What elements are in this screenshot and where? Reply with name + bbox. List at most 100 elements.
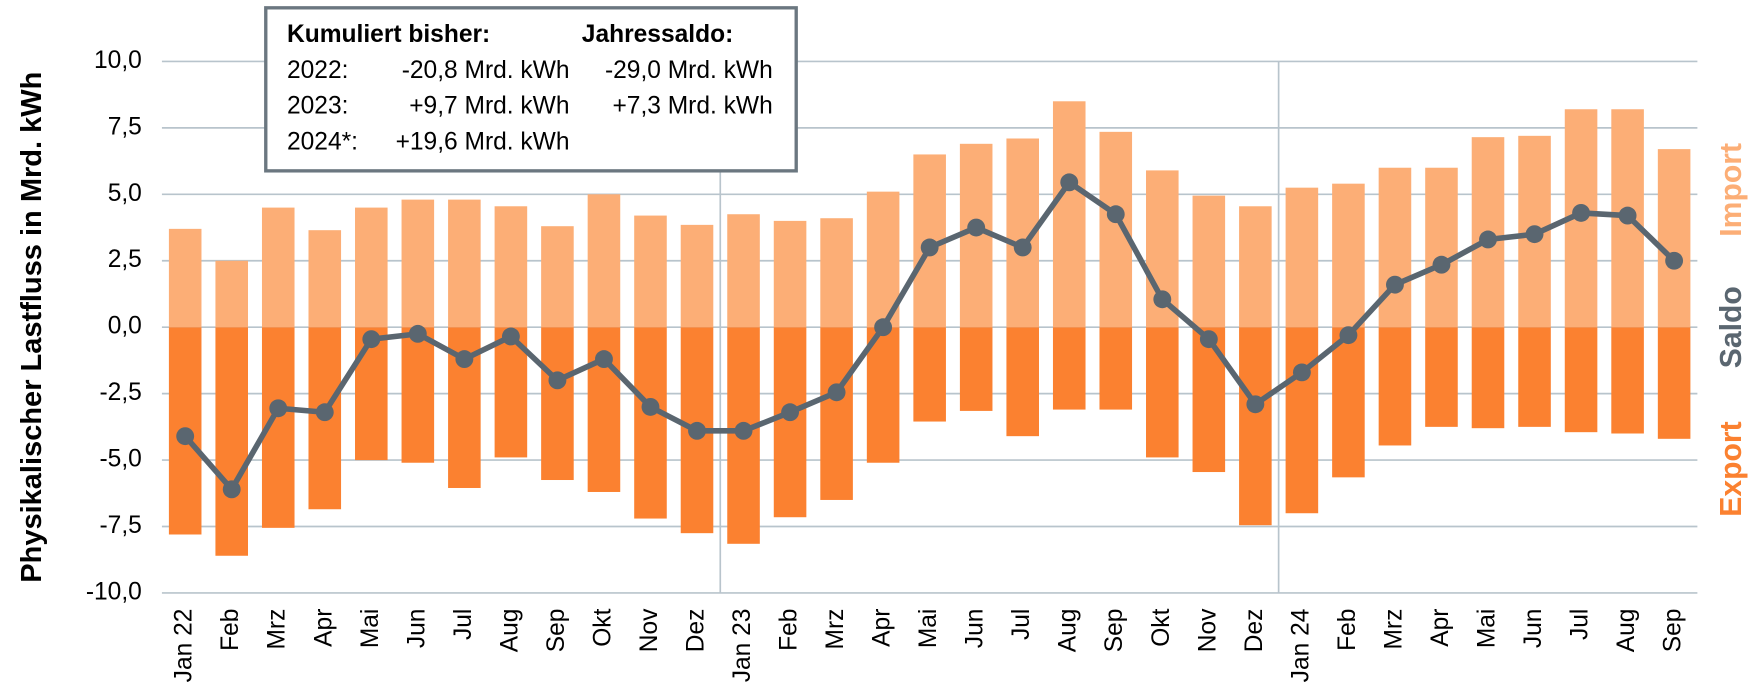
bar	[1611, 327, 1644, 434]
x-tick-label: Jan 24	[1287, 609, 1314, 683]
bar	[1146, 327, 1179, 458]
y-tick-label: 2,5	[108, 246, 142, 273]
x-tick-label: Feb	[217, 609, 244, 651]
bar	[1657, 327, 1691, 439]
annotation-cumulative: -20,8 Mrd. kWh	[402, 57, 570, 84]
bar	[820, 327, 853, 500]
bar	[1192, 195, 1226, 328]
point	[1525, 225, 1544, 244]
point	[641, 397, 660, 416]
point	[1572, 203, 1590, 222]
bar	[215, 260, 249, 328]
y-tick-label: -5,0	[100, 446, 142, 473]
point	[595, 350, 613, 369]
bar	[1006, 327, 1039, 437]
bar	[308, 230, 342, 328]
x-tick-label: Aug	[496, 609, 523, 653]
x-tick-label: Aug	[1055, 609, 1082, 653]
x-tick-label: Mai	[357, 609, 384, 649]
bar	[913, 327, 946, 422]
bar	[1564, 327, 1598, 433]
y-tick-label: 7,5	[108, 113, 142, 140]
x-tick-label: Jul	[1008, 609, 1035, 640]
bar	[1285, 327, 1319, 514]
bar	[634, 327, 667, 519]
annotation-cumulative: +9,7 Mrd. kWh	[409, 93, 569, 120]
point	[1618, 206, 1637, 225]
point	[408, 324, 427, 343]
bar	[1518, 327, 1551, 427]
x-tick-label: Mrz	[1380, 609, 1407, 650]
x-tick-label: Sep	[1660, 609, 1687, 653]
bar	[1099, 327, 1133, 410]
legend-label: Saldo	[1715, 286, 1748, 368]
point	[1292, 363, 1311, 382]
bar	[1425, 327, 1458, 427]
bar	[355, 327, 388, 461]
bar	[634, 215, 667, 328]
bar	[261, 207, 295, 328]
x-tick-label: Apr	[310, 609, 337, 647]
point	[874, 318, 893, 337]
y-tick-label: -7,5	[100, 512, 142, 539]
annotation-annual: +7,3 Mrd. kWh	[612, 93, 772, 120]
bar	[401, 199, 435, 328]
x-tick-label: Mai	[915, 609, 942, 649]
bar	[866, 327, 900, 463]
bar	[448, 199, 481, 328]
bar	[1657, 149, 1691, 328]
point	[1339, 326, 1358, 345]
annotation-cumulative: +19,6 Mrd. kWh	[396, 128, 570, 155]
bar	[1239, 327, 1272, 526]
y-tick-label: -10,0	[86, 578, 142, 605]
x-tick-label: Aug	[1613, 609, 1640, 653]
x-tick-label: Nov	[1194, 608, 1221, 652]
y-tick-label: 5,0	[108, 180, 142, 207]
point	[688, 421, 706, 440]
bar	[1052, 327, 1086, 410]
bar	[773, 327, 807, 518]
point	[222, 480, 241, 499]
annotation-year: 2022:	[287, 57, 348, 84]
point	[1432, 255, 1451, 274]
annotation-box	[264, 6, 798, 173]
x-tick-label: Apr	[1427, 609, 1454, 647]
x-tick-label: Jul	[450, 609, 477, 640]
point	[548, 371, 567, 390]
x-tick-label: Feb	[1334, 609, 1361, 651]
x-tick-label: Mrz	[822, 609, 849, 650]
x-tick-label: Jun	[403, 609, 430, 649]
point	[455, 350, 474, 369]
point	[734, 421, 753, 440]
bar	[1332, 183, 1365, 328]
x-tick-label: Mrz	[264, 609, 291, 650]
x-tick-label: Okt	[1148, 608, 1175, 646]
point	[781, 403, 799, 422]
annotation-header: Kumuliert bisher:	[287, 21, 490, 48]
x-tick-label: Sep	[1101, 609, 1128, 653]
bar	[1378, 327, 1412, 446]
bar	[727, 214, 760, 328]
x-tick-label: Okt	[589, 608, 616, 646]
point	[501, 327, 520, 346]
bar	[1285, 187, 1319, 328]
point	[315, 403, 334, 422]
x-tick-label: Dez	[682, 609, 709, 653]
bar	[1378, 167, 1412, 328]
bar	[1192, 327, 1226, 473]
annotation-header: Jahressaldo:	[582, 21, 733, 48]
bar	[541, 327, 574, 481]
x-tick-label: Jan 22	[171, 609, 198, 683]
point	[269, 399, 288, 418]
bar	[1239, 206, 1272, 328]
point	[176, 427, 195, 446]
bar	[541, 226, 574, 328]
y-axis-label: Physikalischer Lastfluss in Mrd. kWh	[16, 72, 48, 583]
bar	[680, 224, 714, 328]
bar	[1425, 167, 1458, 328]
point	[1386, 275, 1404, 294]
point	[362, 330, 381, 349]
y-tick-label: 0,0	[108, 313, 142, 340]
point	[1106, 205, 1125, 224]
